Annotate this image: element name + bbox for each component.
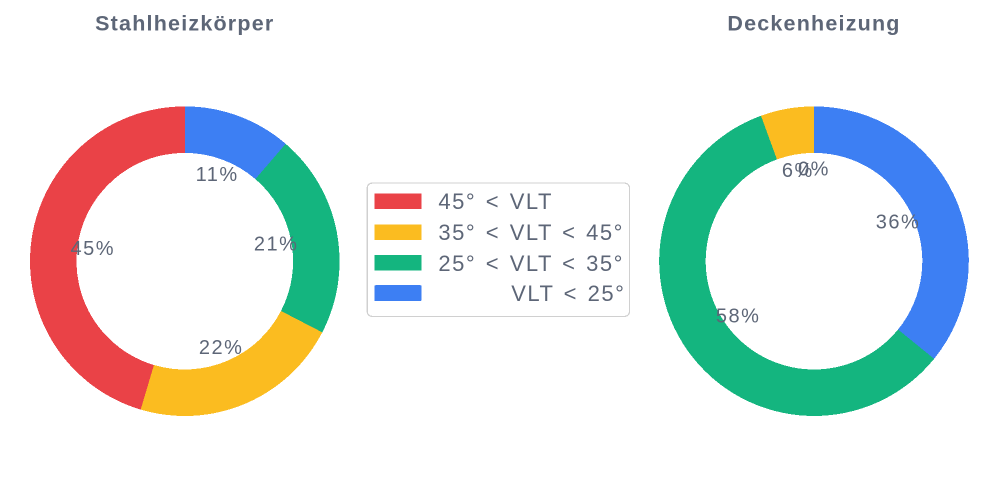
svg-text:35° < VLT < 45°: 35° < VLT < 45°	[438, 220, 624, 245]
svg-text:VLT < 25°: VLT < 25°	[511, 281, 625, 306]
svg-text:58%: 58%	[716, 305, 761, 327]
svg-text:11%: 11%	[196, 164, 239, 186]
svg-text:Deckenheizung: Deckenheizung	[727, 12, 900, 36]
svg-text:45%: 45%	[71, 238, 116, 260]
svg-text:Stahlheizkörper: Stahlheizkörper	[95, 12, 274, 36]
svg-text:6%: 6%	[782, 160, 814, 182]
svg-text:0%: 0%	[798, 158, 830, 180]
svg-text:45° < VLT: 45° < VLT	[438, 189, 553, 214]
svg-text:22%: 22%	[199, 337, 244, 359]
svg-text:36%: 36%	[876, 211, 921, 233]
svg-text:25° < VLT < 35°: 25° < VLT < 35°	[438, 251, 624, 276]
svg-text:21%: 21%	[254, 234, 299, 256]
